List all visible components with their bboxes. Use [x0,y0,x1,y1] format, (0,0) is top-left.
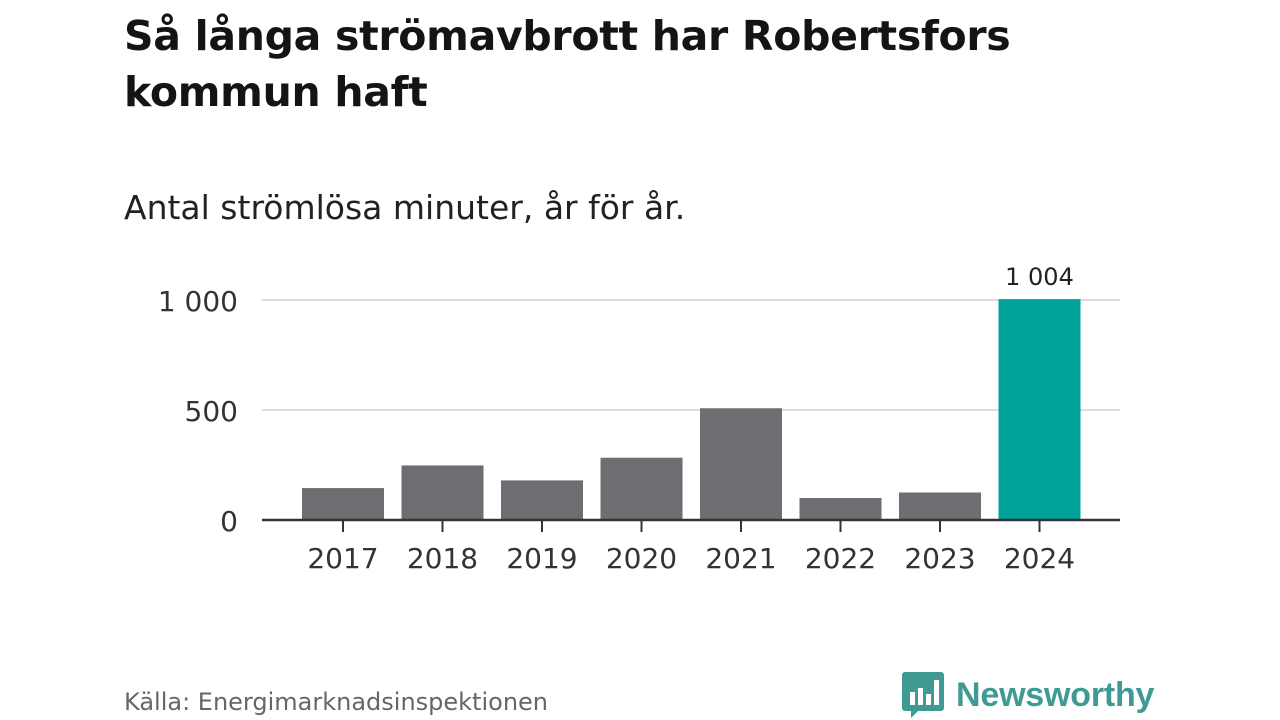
x-tick-label: 2023 [904,542,975,575]
bar-2021 [700,408,782,520]
bars [302,299,1081,520]
x-tick-label: 2020 [606,542,677,575]
bar-2022 [799,498,882,520]
x-tick-label: 2024 [1004,542,1075,575]
y-tick-label: 500 [185,395,238,428]
gridlines [262,299,1120,411]
bar-2017 [302,488,384,520]
brand-name: Newsworthy [956,675,1155,714]
y-tick-label: 0 [220,505,238,538]
x-axis: 2017 2018 2019 2020 2021 2022 2023 2024 [262,518,1120,575]
data-labels: 1 004 [1005,263,1074,291]
y-axis-ticks: 0 500 1 000 [158,285,238,538]
bar-2018 [401,465,484,520]
newsworthy-icon [902,672,944,718]
bar-2020 [600,457,683,520]
x-tick-label: 2018 [407,542,478,575]
brand-logo: Newsworthy [902,672,1154,718]
chart-title: Så långa strömavbrott har Robertsfors ko… [124,12,1011,116]
x-tick-label: 2021 [705,542,776,575]
x-tick-label: 2017 [307,542,378,575]
x-tick-label: 2019 [506,542,577,575]
x-tick-label: 2022 [805,542,876,575]
source-note: Källa: Energimarknadsinspektionen [124,688,549,716]
data-label: 1 004 [1005,263,1074,291]
bar-2024 [998,299,1081,520]
bar-2019 [501,480,583,520]
y-tick-label: 1 000 [158,285,238,318]
bar-2023 [899,492,981,520]
chart-subtitle: Antal strömlösa minuter, år för år. [124,188,686,227]
